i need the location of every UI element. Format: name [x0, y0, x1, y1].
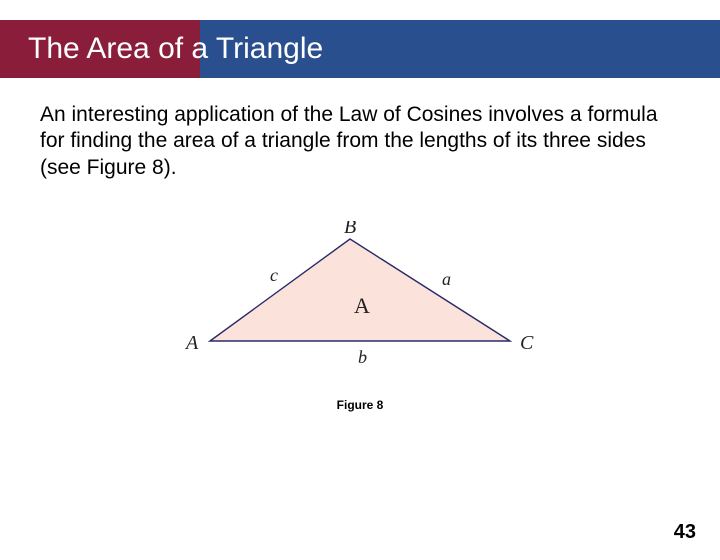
triangle-figure: A B C c a b A [170, 221, 550, 381]
page-number: 43 [674, 521, 696, 544]
edge-a-label: a [442, 269, 451, 289]
triangle-shape [210, 239, 510, 341]
vertex-C-label: C [520, 332, 534, 354]
page-title: The Area of a Triangle [28, 32, 323, 66]
vertex-A-label: A [184, 332, 199, 354]
figure-container: A B C c a b A Figure 8 [0, 221, 720, 412]
figure-caption: Figure 8 [0, 398, 720, 412]
area-symbol: A [354, 293, 370, 318]
body-paragraph: An interesting application of the Law of… [40, 102, 680, 181]
edge-c-label: c [270, 265, 278, 285]
title-bar: The Area of a Triangle [0, 20, 720, 78]
edge-b-label: b [358, 347, 367, 367]
vertex-B-label: B [344, 221, 356, 238]
